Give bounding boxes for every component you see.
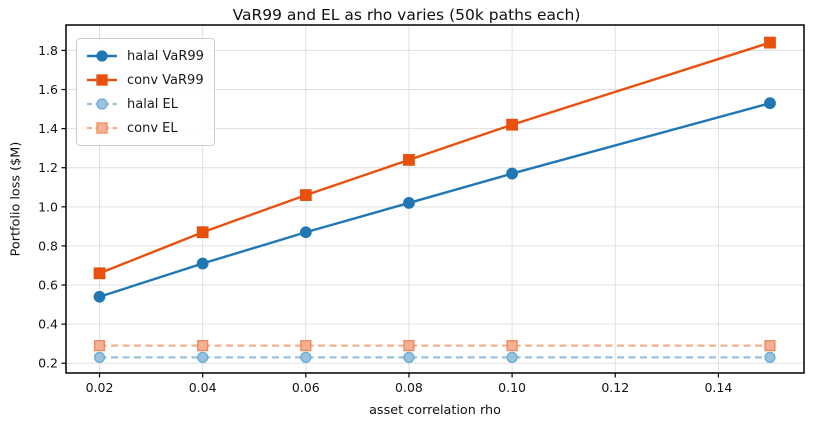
data-point-marker [506, 351, 518, 363]
data-point-marker [764, 351, 776, 363]
data-point-marker [403, 340, 415, 352]
data-point-marker [93, 351, 106, 363]
legend-marker-sample [87, 122, 117, 134]
legend-marker-sample [87, 74, 117, 86]
legend-box: halal VaR99 conv VaR99 halal EL conv EL [76, 38, 215, 146]
y-tick-label: 0.8 [38, 238, 58, 253]
data-point-marker [403, 197, 415, 209]
x-tick-label: 0.12 [601, 380, 629, 395]
data-point-marker [299, 189, 312, 201]
y-axis-ticks: 0.2 0.4 0.6 0.8 1.0 1.2 1.4 1.6 1.8 [38, 43, 66, 371]
y-tick-label: 1.8 [38, 43, 58, 58]
y-tick-label: 1.6 [38, 82, 58, 97]
data-point-marker [93, 290, 106, 303]
y-tick-label: 1.4 [38, 121, 58, 136]
data-point-marker [299, 226, 312, 239]
legend-item-conv-EL: conv EL [86, 116, 204, 140]
x-axis-ticks: 0.02 0.04 0.06 0.08 0.10 0.12 0.14 [86, 373, 732, 395]
data-point-marker [300, 351, 312, 363]
data-point-marker [93, 267, 106, 280]
legend-item-conv-VaR99: conv VaR99 [86, 68, 204, 92]
x-tick-label: 0.10 [498, 380, 526, 395]
data-point-marker [764, 36, 776, 49]
series-conv-VaR99 [93, 36, 776, 280]
y-axis-label: Portfolio loss ($M) [8, 141, 24, 257]
x-tick-label: 0.04 [189, 380, 217, 395]
chart-title: VaR99 and EL as rho varies (50k paths ea… [232, 6, 581, 24]
data-point-marker [403, 351, 415, 363]
y-tick-label: 0.4 [38, 317, 58, 332]
series-conv-EL [93, 340, 776, 352]
legend-marker-sample [87, 98, 117, 110]
data-point-marker [196, 257, 209, 270]
data-point-marker [300, 340, 312, 352]
legend-item-halal-EL: halal EL [86, 92, 204, 116]
x-axis-label: asset correlation rho [369, 403, 501, 418]
x-tick-label: 0.06 [292, 380, 320, 395]
data-point-marker [506, 167, 519, 180]
data-point-marker [196, 226, 209, 239]
y-tick-label: 0.6 [38, 278, 58, 293]
data-point-marker [764, 340, 776, 352]
x-tick-label: 0.08 [395, 380, 423, 395]
data-point-marker [764, 97, 776, 110]
legend-label: halal VaR99 [127, 48, 204, 64]
plot-border [65, 24, 805, 374]
data-point-marker [197, 340, 209, 352]
legend-item-halal-VaR99: halal VaR99 [86, 44, 204, 68]
y-tick-label: 0.2 [38, 356, 58, 371]
series-halal-EL [93, 351, 776, 363]
data-point-marker [197, 351, 209, 363]
data-point-marker [506, 340, 518, 352]
y-tick-label: 1.0 [38, 199, 58, 214]
legend-label: conv VaR99 [127, 72, 204, 88]
x-tick-label: 0.14 [704, 380, 732, 395]
data-point-marker [506, 118, 519, 131]
legend-marker-sample [87, 50, 117, 62]
legend-label: halal EL [127, 96, 178, 112]
data-point-marker [403, 153, 415, 166]
x-tick-label: 0.02 [86, 380, 114, 395]
series-halal-VaR99 [93, 97, 776, 303]
legend-label: conv EL [127, 120, 178, 136]
data-point-marker [93, 340, 106, 352]
y-tick-label: 1.2 [38, 160, 58, 175]
